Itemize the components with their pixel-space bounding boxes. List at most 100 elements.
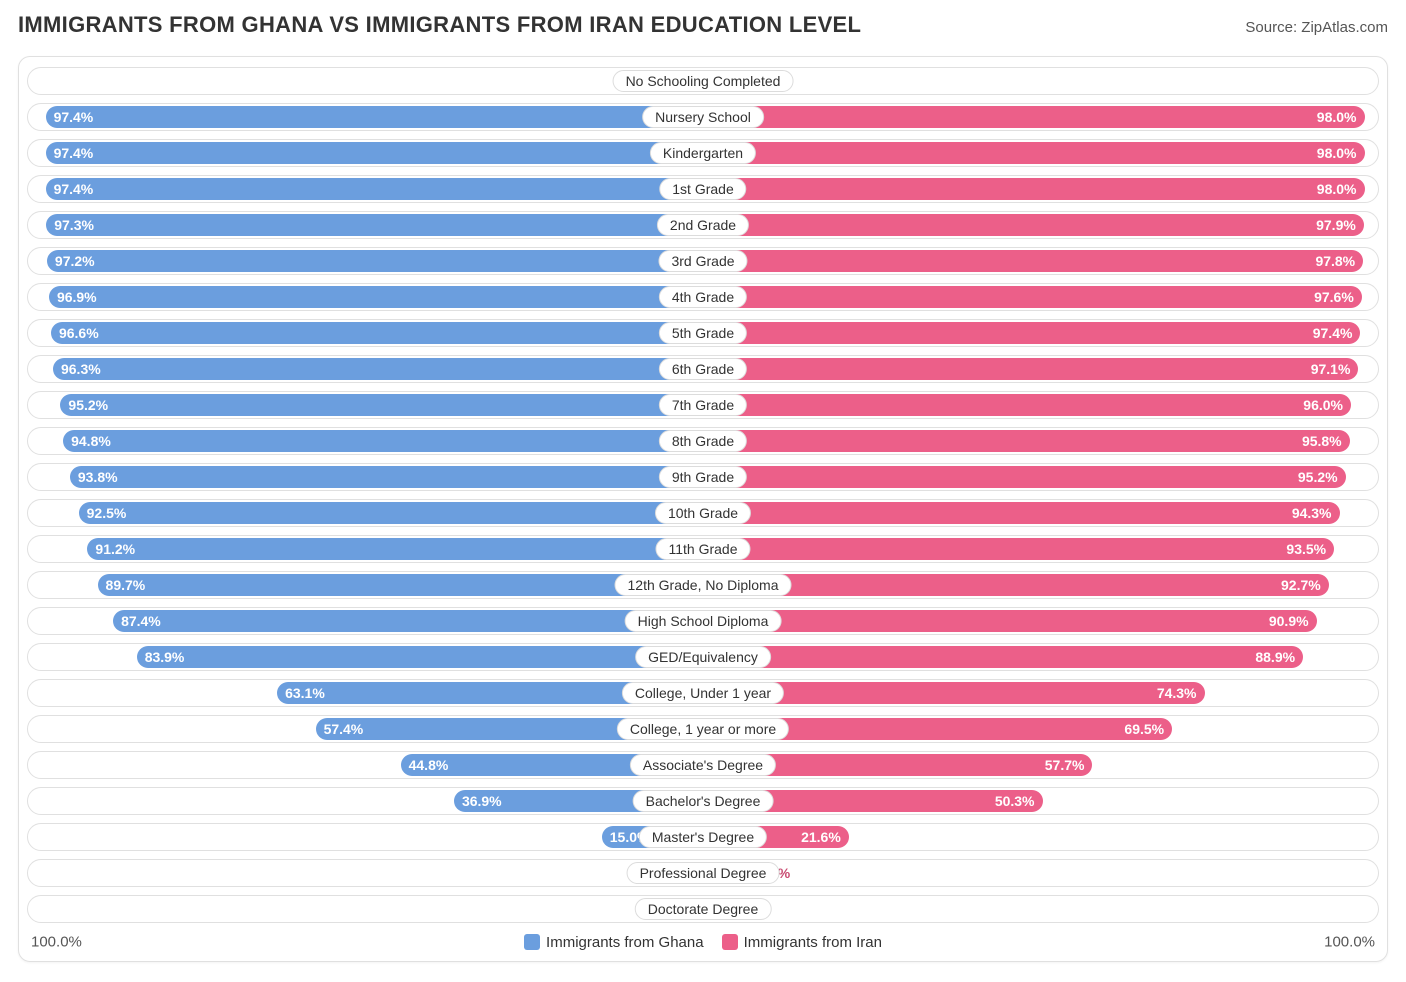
bar-value-left: 87.4% [121, 613, 161, 629]
bar-left [113, 610, 703, 632]
category-label: College, 1 year or more [617, 718, 789, 740]
bar-value-right: 21.6% [801, 829, 841, 845]
bar-value-left: 36.9% [462, 793, 502, 809]
category-label: 9th Grade [659, 466, 747, 488]
bar-left [46, 178, 703, 200]
bar-value-right: 90.9% [1269, 613, 1309, 629]
bar-value-left: 97.4% [54, 145, 94, 161]
chart-row: 97.4%98.0%Kindergarten [27, 139, 1379, 167]
bar-value-left: 93.8% [78, 469, 118, 485]
bar-left [53, 358, 703, 380]
bar-right [703, 106, 1365, 128]
legend-item-left: Immigrants from Ghana [524, 934, 704, 951]
bar-right [703, 250, 1363, 272]
bar-value-right: 98.0% [1317, 145, 1357, 161]
source-prefix: Source: [1245, 19, 1301, 36]
bar-value-right: 97.8% [1315, 253, 1355, 269]
chart-row: 97.3%97.9%2nd Grade [27, 211, 1379, 239]
category-label: Doctorate Degree [635, 898, 772, 920]
bar-value-right: 96.0% [1303, 397, 1343, 413]
category-label: 5th Grade [659, 322, 747, 344]
bar-value-left: 96.3% [61, 361, 101, 377]
bar-value-right: 97.1% [1311, 361, 1351, 377]
chart-row: 96.6% 97.4% 5th Grade [27, 319, 1379, 347]
source-link[interactable]: ZipAtlas.com [1301, 19, 1388, 36]
bar-value-left: 57.4% [324, 721, 364, 737]
bar-right [703, 142, 1365, 164]
bar-right [703, 466, 1346, 488]
category-label: 12th Grade, No Diploma [615, 574, 792, 596]
chart-row: 92.5% 94.3% 10th Grade [27, 499, 1379, 527]
legend-item-right: Immigrants from Iran [722, 934, 882, 951]
bar-value-right: 95.2% [1298, 469, 1338, 485]
bar-right [703, 178, 1365, 200]
bar-right [703, 502, 1340, 524]
category-label: 4th Grade [659, 286, 747, 308]
bar-value-left: 63.1% [285, 685, 325, 701]
chart-row: 63.1%74.3%College, Under 1 year [27, 679, 1379, 707]
category-label: 6th Grade [659, 358, 747, 380]
category-label: 10th Grade [655, 502, 751, 524]
bar-left [63, 430, 703, 452]
bar-left [70, 466, 703, 488]
bar-value-left: 96.6% [59, 325, 99, 341]
axis-label-right: 100.0% [1324, 934, 1375, 951]
chart-row: 87.4% 90.9% High School Diploma [27, 607, 1379, 635]
chart-row: 1.8%3.0%Doctorate Degree [27, 895, 1379, 923]
bar-left [47, 250, 703, 272]
bar-left [98, 574, 703, 596]
legend: Immigrants from Ghana Immigrants from Ir… [524, 934, 882, 951]
category-label: Bachelor's Degree [633, 790, 774, 812]
bar-value-left: 94.8% [71, 433, 111, 449]
bar-value-right: 97.6% [1314, 289, 1354, 305]
bar-value-right: 88.9% [1255, 649, 1295, 665]
legend-swatch-left [524, 934, 540, 950]
bar-value-right: 69.5% [1124, 721, 1164, 737]
bar-value-left: 97.2% [55, 253, 95, 269]
bar-value-right: 95.8% [1302, 433, 1342, 449]
chart-rows: 2.6%2.0%No Schooling Completed97.4%98.0%… [27, 67, 1379, 923]
bar-right [703, 610, 1317, 632]
chart-row: 83.9%88.9%GED/Equivalency [27, 643, 1379, 671]
bar-value-left: 97.3% [54, 217, 94, 233]
bar-right [703, 538, 1334, 560]
bar-right [703, 394, 1351, 416]
bar-left [51, 322, 703, 344]
legend-label-right: Immigrants from Iran [744, 934, 882, 951]
category-label: GED/Equivalency [635, 646, 771, 668]
bar-value-left: 91.2% [95, 541, 135, 557]
bar-value-left: 97.4% [54, 181, 94, 197]
chart-row: 4.1%7.3%Professional Degree [27, 859, 1379, 887]
bar-left [137, 646, 703, 668]
bar-right [703, 214, 1364, 236]
bar-value-left: 95.2% [68, 397, 108, 413]
bar-right [703, 358, 1358, 380]
bar-right [703, 286, 1362, 308]
category-label: 2nd Grade [657, 214, 749, 236]
bar-value-right: 97.4% [1313, 325, 1353, 341]
bar-value-left: 92.5% [87, 505, 127, 521]
bar-left [79, 502, 703, 524]
bar-value-right: 92.7% [1281, 577, 1321, 593]
bar-value-right: 94.3% [1292, 505, 1332, 521]
chart-row: 96.9% 97.6% 4th Grade [27, 283, 1379, 311]
chart-row: 97.2%97.8%3rd Grade [27, 247, 1379, 275]
category-label: Master's Degree [639, 826, 767, 848]
category-label: Associate's Degree [630, 754, 776, 776]
bar-value-right: 50.3% [995, 793, 1035, 809]
bar-right [703, 646, 1303, 668]
chart-row: 91.2%93.5%11th Grade [27, 535, 1379, 563]
chart-area: 2.6%2.0%No Schooling Completed97.4%98.0%… [18, 56, 1388, 962]
source-attribution: Source: ZipAtlas.com [1245, 19, 1388, 36]
chart-container: IMMIGRANTS FROM GHANA VS IMMIGRANTS FROM… [0, 0, 1406, 982]
category-label: High School Diploma [625, 610, 782, 632]
bar-value-left: 89.7% [106, 577, 146, 593]
bar-right [703, 574, 1329, 596]
category-label: College, Under 1 year [622, 682, 784, 704]
chart-row: 97.4%98.0%Nursery School [27, 103, 1379, 131]
bar-value-left: 96.9% [57, 289, 97, 305]
bar-value-left: 44.8% [409, 757, 449, 773]
bar-left [60, 394, 703, 416]
bar-right [703, 322, 1360, 344]
chart-row: 95.2%96.0%7th Grade [27, 391, 1379, 419]
